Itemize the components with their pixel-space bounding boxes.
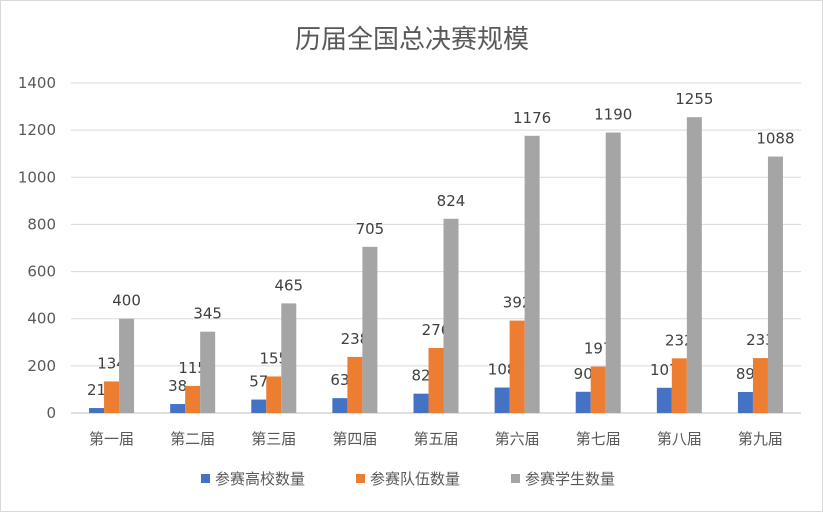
- legend-label: 参赛队伍数量: [370, 470, 460, 488]
- legend-swatch: [511, 474, 520, 483]
- bar: [251, 399, 267, 413]
- bar: [89, 408, 105, 413]
- data-label: 276: [422, 321, 451, 339]
- data-label: 233: [746, 331, 775, 349]
- data-label: 1176: [513, 109, 551, 127]
- y-tick-label: 1400: [18, 74, 56, 92]
- bar: [671, 358, 687, 413]
- y-tick-label: 200: [27, 357, 56, 375]
- data-label: 89: [736, 365, 755, 383]
- data-label: 392: [503, 294, 532, 312]
- legend-item: 参赛队伍数量: [356, 470, 460, 488]
- x-tick-label: 第四届: [332, 430, 377, 448]
- bar: [494, 387, 510, 413]
- data-label: 1190: [594, 106, 632, 124]
- chart-title: 历届全国总决赛规模: [295, 25, 529, 55]
- bar: [332, 398, 348, 413]
- bar: [104, 381, 120, 413]
- legend: 参赛高校数量 参赛队伍数量 参赛学生数量: [201, 470, 615, 488]
- legend-label: 参赛高校数量: [215, 470, 305, 488]
- y-tick-label: 400: [27, 310, 56, 328]
- data-label: 82: [411, 367, 430, 385]
- data-label: 232: [665, 331, 694, 349]
- data-label: 155: [259, 349, 288, 367]
- data-label: 345: [193, 305, 222, 323]
- legend-item: 参赛高校数量: [201, 470, 305, 488]
- data-label: 1255: [675, 90, 713, 108]
- data-label: 400: [112, 292, 141, 310]
- x-tick-label: 第九届: [738, 430, 783, 448]
- bar: [737, 392, 753, 413]
- bar: [752, 358, 768, 413]
- data-label: 824: [437, 192, 466, 210]
- data-label: 57: [249, 373, 268, 391]
- data-label: 115: [178, 359, 207, 377]
- legend-label: 参赛学生数量: [525, 470, 615, 488]
- bar: [185, 385, 201, 413]
- x-tick-label: 第三届: [251, 430, 296, 448]
- x-tick-label: 第七届: [576, 430, 621, 448]
- x-tick-label: 第六届: [495, 430, 540, 448]
- data-label: 134: [97, 354, 126, 372]
- bar: [362, 246, 378, 413]
- bar: [428, 347, 444, 413]
- gridlines: [71, 82, 801, 414]
- bar: [413, 393, 429, 413]
- bar: [200, 331, 216, 413]
- x-tick-label: 第八届: [657, 430, 702, 448]
- data-label: 197: [584, 340, 613, 358]
- y-tick-label: 800: [27, 215, 56, 233]
- bar: [266, 376, 282, 413]
- bar: [686, 117, 702, 413]
- data-label: 705: [356, 220, 385, 238]
- y-tick-label: 1000: [18, 168, 56, 186]
- data-label: 1088: [756, 130, 794, 148]
- bar: [575, 391, 591, 413]
- x-tick-label: 第一届: [89, 430, 134, 448]
- bar: [281, 303, 297, 413]
- bar: [509, 320, 525, 413]
- data-label: 108: [488, 361, 517, 379]
- legend-swatch: [356, 474, 365, 483]
- x-tick-label: 第五届: [413, 430, 458, 448]
- data-label: 90: [574, 365, 593, 383]
- y-tick-label: 0: [46, 404, 56, 422]
- y-tick-label: 600: [27, 263, 56, 281]
- x-axis: 第一届 第二届 第三届 第四届 第五届 第六届 第七届 第八届 第九届: [89, 430, 783, 448]
- bar: [347, 356, 363, 413]
- legend-item: 参赛学生数量: [511, 470, 615, 488]
- data-label: 21: [87, 381, 106, 399]
- bar: [170, 404, 186, 413]
- legend-swatch: [201, 474, 210, 483]
- bar: [590, 366, 606, 413]
- bar: [443, 218, 459, 413]
- data-label: 465: [274, 276, 303, 294]
- data-label: 238: [341, 330, 370, 348]
- y-axis: 0 200 400 600 800 1000 1200 1400: [18, 74, 56, 422]
- data-label: 107: [650, 361, 679, 379]
- data-label: 63: [330, 371, 349, 389]
- data-label: 38: [168, 377, 187, 395]
- x-tick-label: 第二届: [170, 430, 215, 448]
- y-tick-label: 1200: [18, 121, 56, 139]
- bar: [656, 387, 672, 413]
- bar: [524, 135, 540, 414]
- bar: [119, 318, 135, 413]
- bar: [605, 132, 621, 413]
- bar: [767, 156, 783, 414]
